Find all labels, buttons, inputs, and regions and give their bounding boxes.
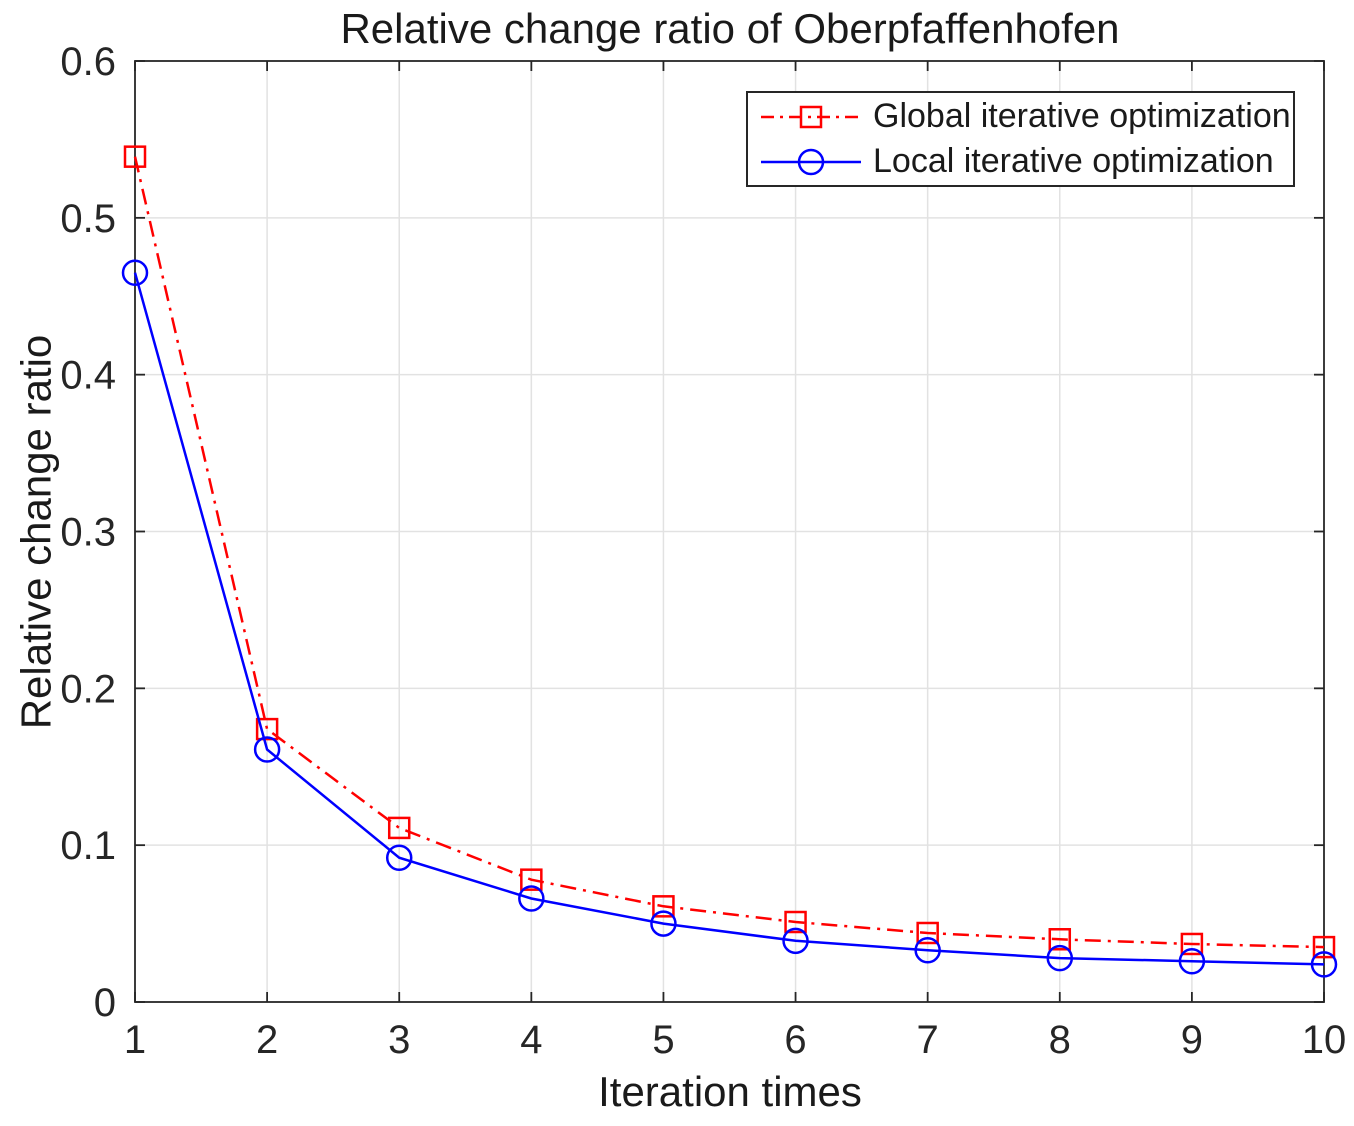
x-axis-label: Iteration times (598, 1068, 862, 1115)
legend-label-global: Global iterative optimization (873, 97, 1291, 135)
marker-circle (650, 910, 677, 937)
legend-label-local: Local iterative optimization (873, 142, 1274, 180)
y-tick-label: 0.2 (60, 667, 116, 711)
marker-square (123, 145, 147, 168)
y-tick-label: 0 (94, 981, 116, 1025)
y-tick-label: 0.4 (60, 354, 116, 398)
y-tick-label: 0.6 (60, 40, 116, 84)
legend-sample-0 (761, 105, 861, 128)
series-line-1 (133, 272, 1325, 966)
marker-square (1180, 932, 1204, 956)
marker-circle (914, 936, 941, 964)
chart-title: Relative change ratio of Oberpfaffenhofe… (340, 5, 1120, 52)
marker-square (520, 868, 543, 891)
marker-circle (782, 927, 809, 955)
x-tick-label: 9 (1181, 1018, 1203, 1062)
gridlines (135, 61, 1324, 1002)
y-tick-label: 0.3 (60, 511, 116, 555)
marker-square (387, 816, 411, 840)
x-tick-label: 2 (256, 1018, 278, 1062)
y-tick-label: 0.5 (60, 197, 116, 241)
x-tick-label: 7 (917, 1018, 939, 1062)
marker-circle (797, 148, 825, 175)
series-line-0 (133, 156, 1325, 949)
marker-circle (1310, 951, 1338, 978)
marker-square (1048, 928, 1072, 951)
x-tick-label: 1 (124, 1018, 146, 1062)
marker-square (799, 105, 823, 128)
x-tick-labels: 1 2 3 4 5 6 7 8 9 10 (124, 1018, 1346, 1062)
marker-circle (121, 259, 149, 286)
y-tick-label: 0.1 (60, 824, 116, 868)
marker-square (1312, 935, 1336, 959)
legend-sample-1 (761, 148, 861, 175)
x-tick-label: 8 (1049, 1018, 1071, 1062)
legend-item-local: Local iterative optimization (759, 139, 1293, 184)
legend: Global iterative optimization Local iter… (746, 91, 1295, 187)
x-tick-label: 3 (388, 1018, 410, 1062)
marker-circle (1178, 947, 1206, 975)
marker-square (916, 921, 939, 945)
marker-square (652, 895, 675, 918)
y-tick-labels: 0 0.1 0.2 0.3 0.4 0.5 0.6 (60, 40, 116, 1025)
x-tick-label: 6 (784, 1018, 806, 1062)
marker-circle (385, 844, 413, 871)
series-1 (121, 259, 1338, 978)
marker-circle (518, 885, 545, 912)
x-tick-label: 10 (1302, 1018, 1347, 1062)
marker-square (255, 717, 279, 741)
series-0 (123, 145, 1336, 959)
tick-marks (134, 60, 1325, 1003)
marker-circle (1046, 944, 1074, 972)
marker-circle (253, 736, 281, 763)
marker-square (784, 910, 807, 934)
legend-item-global: Global iterative optimization (759, 94, 1293, 139)
x-tick-label: 4 (520, 1018, 542, 1062)
x-tick-label: 5 (652, 1018, 674, 1062)
